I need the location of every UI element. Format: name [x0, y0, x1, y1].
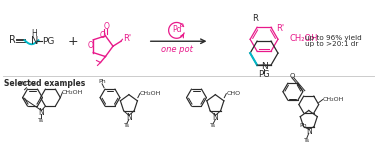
Text: N: N — [39, 108, 44, 117]
Text: O: O — [289, 73, 294, 79]
Text: N: N — [31, 36, 38, 46]
Text: 0: 0 — [180, 23, 183, 28]
Text: N: N — [212, 113, 218, 122]
Text: up to 96% yield: up to 96% yield — [305, 35, 361, 41]
Text: R: R — [252, 14, 258, 23]
Text: H: H — [32, 29, 37, 38]
Text: CH₂OH: CH₂OH — [323, 97, 344, 102]
Text: Ph: Ph — [98, 79, 106, 84]
Text: one pot: one pot — [161, 45, 192, 54]
Text: N: N — [126, 113, 132, 122]
Text: PG: PG — [258, 70, 270, 79]
Text: Selected examples: Selected examples — [4, 79, 85, 88]
Text: EtO₂C: EtO₂C — [19, 81, 37, 86]
Text: O: O — [100, 31, 106, 40]
Text: N: N — [261, 62, 267, 71]
Text: R': R' — [123, 34, 131, 43]
Text: R: R — [9, 35, 15, 45]
Text: Ts: Ts — [304, 138, 310, 143]
Text: CHO: CHO — [226, 91, 240, 96]
Text: up to >20:1 dr: up to >20:1 dr — [305, 41, 358, 47]
Text: R': R' — [276, 24, 284, 33]
Text: CH₂OH: CH₂OH — [140, 91, 161, 96]
Text: Pd: Pd — [172, 25, 181, 34]
Text: Ts: Ts — [39, 118, 45, 123]
Text: Ts: Ts — [124, 123, 130, 128]
Text: PG: PG — [42, 37, 55, 46]
Text: CH₂OH: CH₂OH — [61, 90, 83, 95]
Text: CH₂OH: CH₂OH — [290, 34, 318, 43]
Text: N: N — [306, 127, 311, 136]
Text: O: O — [87, 41, 93, 50]
Text: O: O — [104, 22, 109, 31]
Text: +: + — [68, 35, 79, 48]
Text: Ph: Ph — [299, 123, 307, 128]
Text: Ts: Ts — [210, 123, 217, 128]
